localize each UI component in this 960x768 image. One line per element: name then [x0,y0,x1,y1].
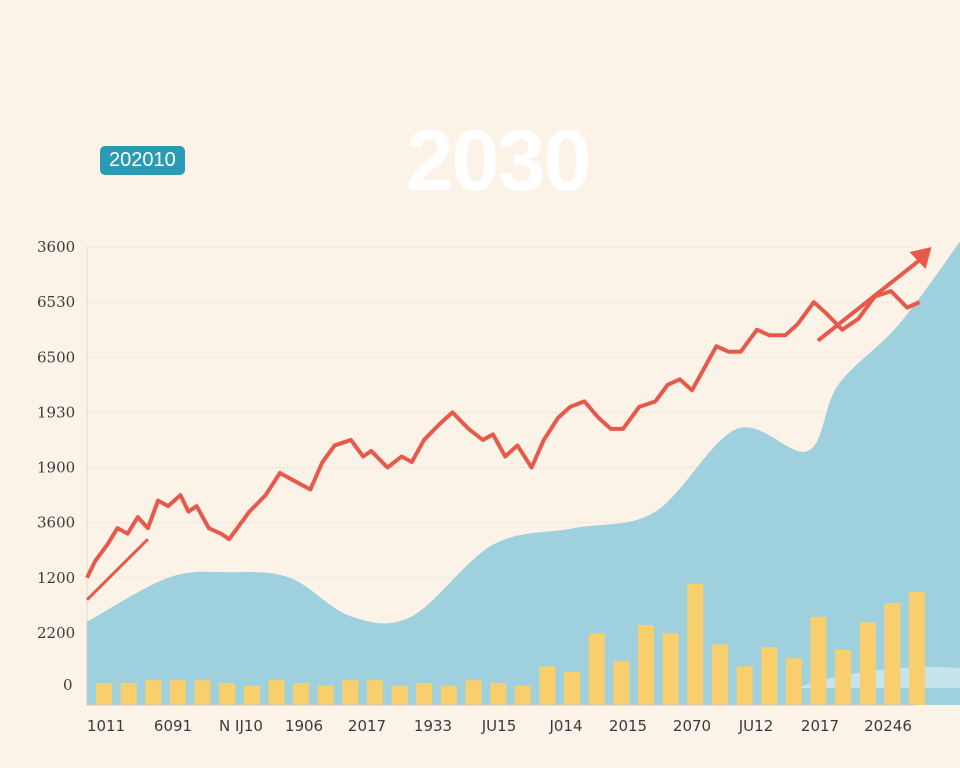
bar [761,647,778,705]
x-tick-label: N IJ10 [219,717,263,735]
bar [367,680,383,705]
y-tick-label: 6530 [37,293,75,311]
bar [835,649,852,705]
bar [884,603,901,705]
y-tick-label: 6500 [37,348,75,366]
bar [539,666,556,705]
x-tick-labels: 1011 6091 N IJ10 1906 2017 1933 JU15 J014 2015 20… [87,717,912,735]
bar [219,682,236,705]
bar [342,680,359,705]
bar [514,685,531,705]
y-tick-labels: 3600 6530 6500 1930 1900 3600 1200 2200 0 [37,238,75,694]
bar [490,682,507,705]
bar [564,671,581,705]
bar [317,685,334,705]
bar [120,682,137,705]
trend-arrow-shaft [816,255,925,343]
bar [588,633,605,705]
y-tick-label: 3600 [37,238,75,256]
x-tick-label: 1933 [414,717,452,735]
x-tick-label: 2070 [673,717,711,735]
bar [243,685,260,705]
y-tick-label: 1200 [37,569,75,587]
y-tick-label: 3600 [37,514,75,532]
bar [96,682,112,705]
trend-arrow-head [909,247,932,269]
bar [194,680,211,705]
x-tick-label: 1011 [87,717,125,735]
x-tick-label: 6091 [154,717,192,735]
bar [785,658,802,705]
bar [293,682,310,705]
bar [613,660,630,705]
bar [810,616,827,705]
y-tick-label: 2200 [37,624,75,642]
bar [687,583,704,705]
y-tick-label: 0 [63,676,73,694]
line-series-path [85,289,921,579]
x-tick-label: 2017 [801,717,839,735]
bar [638,625,654,705]
x-tick-label: JU12 [738,717,774,735]
bar [145,680,162,705]
line-series [85,247,932,601]
trend-segment [85,538,149,601]
x-tick-label: 20246 [864,717,912,735]
bar [465,680,482,705]
bar [268,680,285,705]
year-badge: 202010 [100,146,185,175]
bar [416,682,433,705]
bar [391,685,408,705]
y-tick-label: 1930 [37,403,75,421]
bar [169,680,186,705]
x-tick-label: 2015 [609,717,647,735]
chart-title: 2030 [405,113,591,209]
bar [440,685,457,705]
x-tick-label: JU15 [481,717,517,735]
bar [909,591,925,705]
x-tick-label: J014 [548,717,582,735]
bar [736,666,753,705]
area-series [87,241,960,706]
bar [662,633,679,705]
x-tick-label: 1906 [285,717,323,735]
bar [711,644,728,705]
bar [859,622,876,705]
x-tick-label: 2017 [348,717,386,735]
y-tick-label: 1900 [37,459,75,477]
bar-series [96,583,925,705]
